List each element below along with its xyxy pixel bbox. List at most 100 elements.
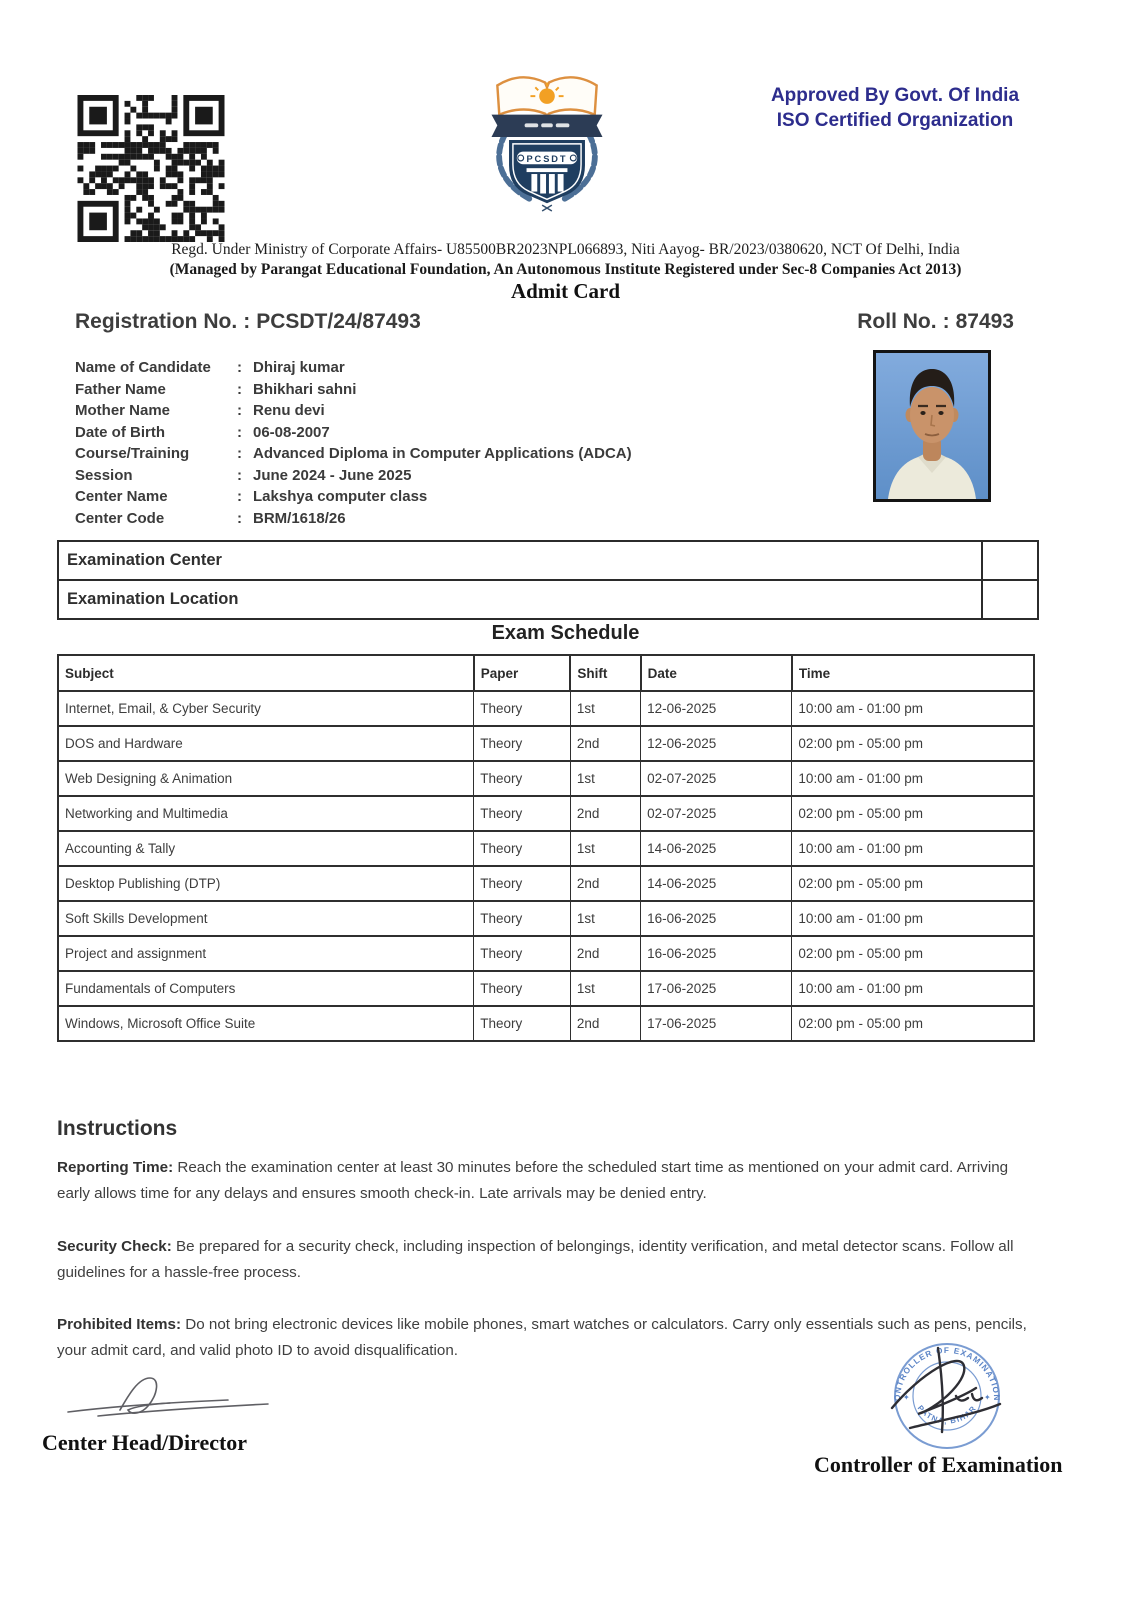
roll-number: Roll No.:87493 (857, 310, 1020, 334)
schedule-cell: Internet, Email, & Cyber Security (57, 690, 475, 727)
controller-stamp: CONTROLLER OF EXAMINATIONS PATNA, BIHAR … (872, 1336, 1002, 1449)
schedule-cell: 14-06-2025 (640, 830, 793, 867)
center-head-signature (67, 1377, 269, 1417)
schedule-cell: 2nd (569, 725, 642, 762)
instruction-label: Security Check: (57, 1237, 172, 1255)
photo-nose (930, 414, 936, 427)
schedule-cell: 10:00 am - 01:00 pm (791, 970, 1036, 1007)
schedule-cell: Theory (473, 1005, 571, 1042)
candidate-row: Center Code: BRM/1618/26 (75, 510, 715, 527)
candidate-row: Session: June 2024 - June 2025 (75, 467, 715, 484)
candidate-details: Name of Candidate: Dhiraj kumar Father Nam… (75, 359, 715, 531)
candidate-row-value: BRM/1618/26 (253, 509, 346, 527)
photo-shirt (888, 455, 976, 499)
candidate-row-value: June 2024 - June 2025 (253, 466, 412, 484)
candidate-row-label: Mother Name (75, 402, 171, 419)
schedule-row: Internet, Email, & Cyber Security Theory 1… (57, 690, 1036, 727)
registration-value: PCSDT/24/87493 (256, 310, 421, 333)
candidate-row-label: Center Name (75, 488, 168, 505)
logo-acronym: PCSDT (526, 154, 567, 164)
schedule-cell: 17-06-2025 (640, 970, 793, 1007)
laurel-right-icon (558, 131, 598, 204)
page-title: Admit Card (510, 279, 621, 303)
schedule-cell: 1st (569, 690, 642, 727)
schedule-cell: 2nd (569, 795, 642, 832)
candidate-row-label: Center Code (75, 509, 165, 527)
candidate-photo (873, 350, 991, 502)
schedule-row: Project and assignment Theory 2nd 16-06-202… (57, 935, 1036, 972)
schedule-cell: Web Designing & Animation (57, 760, 475, 797)
schedule-cell: Theory (473, 865, 571, 902)
schedule-cell: 02:00 pm - 05:00 pm (791, 935, 1036, 972)
exam-center-row: Examination Location (59, 581, 1037, 618)
separator: : (237, 359, 242, 376)
schedule-row: Networking and Multimedia Theory 2nd 02-07-… (57, 795, 1036, 832)
schedule-cell: Theory (473, 900, 571, 937)
schedule-column-header: Subject (57, 654, 475, 692)
candidate-row: Father Name: Bhikhari sahni (75, 381, 715, 398)
schedule-cell: Theory (473, 830, 571, 867)
schedule-cell: 10:00 am - 01:00 pm (791, 830, 1036, 867)
schedule-column-header: Date (639, 654, 793, 692)
instruction-paragraph: Prohibited Items: Do not bring electroni… (57, 1316, 1027, 1360)
instructions-title: Instructions (57, 1117, 178, 1140)
approved-line2: ISO Certified Organization (776, 109, 1014, 131)
schedule-cell: Networking and Multimedia (57, 795, 475, 832)
schedule-cell: 02:00 pm - 05:00 pm (791, 795, 1036, 832)
separator: : (243, 310, 251, 333)
schedule-cell: 10:00 am - 01:00 pm (791, 900, 1036, 937)
photo-neck (923, 437, 941, 461)
schedule-cell: 2nd (569, 935, 642, 972)
schedule-cell: Fundamentals of Computers (57, 970, 475, 1007)
separator: : (237, 488, 242, 505)
photo-mouth (924, 433, 940, 437)
separator: : (237, 380, 242, 398)
center-head-title: Center Head/Director (42, 1430, 248, 1455)
exam-schedule-title: Exam Schedule (491, 622, 640, 644)
bottom-flourish (541, 204, 553, 212)
separator: : (237, 445, 242, 462)
schedule-cell: Theory (473, 935, 571, 972)
candidate-row-value: 06-08-2007 (253, 423, 330, 441)
schedule-body: Internet, Email, & Cyber Security Theory 1… (57, 690, 1036, 1042)
schedule-row: Fundamentals of Computers Theory 1st 17-06-… (57, 970, 1036, 1007)
logo-name-band (516, 151, 578, 165)
identity-row: Registration No.: PCSDT/24/87493 Roll No.… (75, 310, 1020, 334)
separator: : (237, 509, 242, 527)
registration-number: Registration No.: PCSDT/24/87493 (75, 310, 427, 334)
registration-authority-line: Regd. Under Ministry of Corporate Affair… (171, 241, 960, 258)
stamp-star-left: ✦ (903, 1393, 910, 1402)
schedule-cell: Accounting & Tally (57, 830, 475, 867)
instruction-paragraph: Reporting Time: Reach the examination ce… (57, 1159, 1009, 1202)
schedule-cell: 2nd (569, 1005, 642, 1042)
schedule-cell: 1st (569, 760, 642, 797)
examination-center-box: Examination Center Examination Location (57, 540, 1039, 620)
schedule-row: Accounting & Tally Theory 1st 14-06-2025 10:… (57, 830, 1036, 867)
schedule-cell: Theory (473, 760, 571, 797)
candidate-row-label: Name of Candidate (75, 359, 211, 376)
separator: : (942, 310, 950, 333)
separator: : (237, 402, 242, 419)
roll-label: Roll No. (857, 310, 937, 333)
schedule-cell: 02:00 pm - 05:00 pm (791, 1005, 1036, 1042)
schedule-cell: 02-07-2025 (640, 760, 793, 797)
institute-logo-icon: PCSDT (491, 76, 603, 212)
instructions-section: Instructions Reporting Time: Reach the e… (57, 1117, 1035, 1391)
stamp-star-right: ✦ (984, 1393, 991, 1402)
exam-center-label: Examination Location (67, 590, 239, 608)
schedule-cell: Theory (473, 795, 571, 832)
schedule-cell: Soft Skills Development (57, 900, 475, 937)
schedule-header: Subject Paper Shift Date Time (57, 654, 1036, 692)
schedule-cell: 2nd (569, 865, 642, 902)
schedule-cell: 10:00 am - 01:00 pm (791, 690, 1036, 727)
schedule-cell: 02-07-2025 (640, 795, 793, 832)
instructions-list: Reporting Time: Reach the examination ce… (57, 1155, 1035, 1364)
candidate-row-value: Renu devi (253, 402, 325, 419)
schedule-cell: Windows, Microsoft Office Suite (57, 1005, 475, 1042)
schedule-cell: 02:00 pm - 05:00 pm (791, 725, 1036, 762)
band-swirl-left (517, 154, 525, 162)
separator: : (237, 423, 242, 441)
candidate-row-value: Advanced Diploma in Computer Application… (253, 445, 632, 462)
schedule-row: Soft Skills Development Theory 1st 16-06-20… (57, 900, 1036, 937)
